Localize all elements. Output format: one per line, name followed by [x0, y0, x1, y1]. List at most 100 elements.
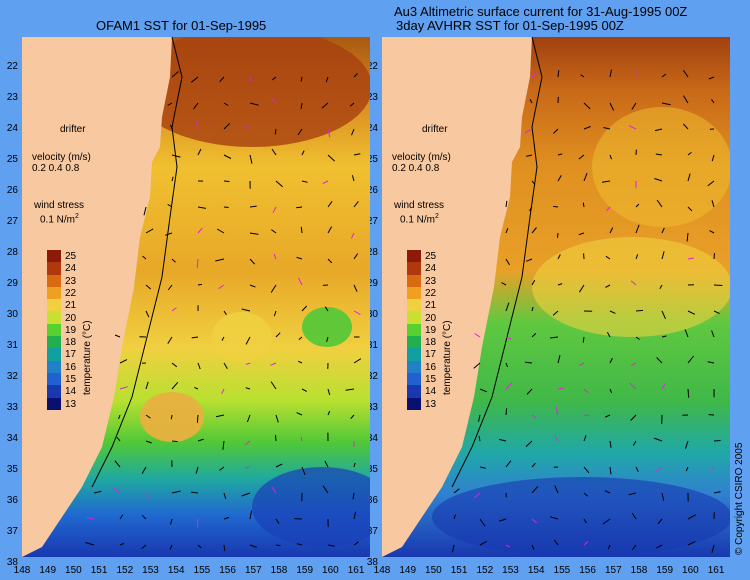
current-vector [219, 466, 225, 471]
current-vector [635, 203, 640, 208]
current-vector [345, 388, 355, 391]
current-vector [245, 336, 251, 345]
current-vector [171, 381, 179, 390]
current-vector [118, 414, 121, 420]
current-vector [223, 544, 226, 552]
current-vector [583, 541, 589, 546]
current-vector [661, 227, 665, 234]
temperature-colorbar-left [47, 250, 61, 410]
current-vector [505, 336, 512, 340]
current-vector [351, 128, 355, 136]
current-vector [171, 71, 179, 78]
colorbar-swatch [47, 250, 61, 263]
current-vector [349, 102, 355, 107]
current-vector [322, 485, 329, 494]
longitude-label: 157 [244, 565, 262, 576]
current-vector [554, 436, 559, 442]
latitude-label: 30 [6, 309, 18, 320]
copyright-notice: © Copyright CSIRO 2005 [734, 442, 745, 555]
longitude-label: 154 [167, 565, 185, 576]
current-vector [241, 308, 251, 312]
current-vector [222, 440, 225, 450]
current-vector [93, 490, 102, 494]
latitude-label: 26 [6, 185, 18, 196]
current-vector [327, 544, 335, 547]
current-vector [505, 362, 508, 368]
current-vector [327, 128, 331, 138]
current-vector [505, 544, 511, 548]
current-vector [635, 68, 637, 78]
current-vector [326, 336, 329, 342]
longitude-label: 152 [476, 565, 494, 576]
colorbar-label: 23 [65, 275, 77, 287]
colorbar-label: 20 [65, 312, 77, 324]
current-vector [353, 201, 359, 208]
current-vector [583, 518, 587, 524]
current-vector [687, 355, 694, 364]
current-vector [324, 306, 329, 312]
current-vector [635, 309, 644, 312]
current-vector [553, 205, 559, 208]
current-vector [223, 362, 228, 370]
current-vector [474, 333, 481, 338]
current-vector [221, 388, 225, 394]
current-vector [223, 492, 227, 500]
current-vector [351, 175, 355, 182]
current-vector [170, 124, 173, 130]
longitude-label: 155 [553, 565, 571, 576]
current-vector [604, 414, 611, 418]
colorbar-swatch [407, 262, 421, 275]
current-vector [196, 414, 199, 423]
current-vector [353, 284, 358, 292]
current-vector [553, 128, 559, 134]
current-vector [682, 70, 689, 78]
latitude-label: 38 [6, 557, 18, 568]
current-vector [709, 230, 715, 234]
colorbar-swatch [407, 385, 421, 398]
current-vector [191, 491, 199, 494]
current-vector [579, 362, 585, 367]
colorbar-swatch [407, 348, 421, 361]
current-vector [352, 492, 355, 500]
current-vector [167, 284, 173, 291]
current-vector [505, 382, 513, 390]
longitude-label: 153 [142, 565, 159, 576]
current-vector [654, 466, 663, 473]
current-vector [223, 206, 229, 208]
current-vector [682, 95, 689, 104]
colorbar-swatch [47, 299, 61, 312]
current-vector [583, 388, 589, 394]
colorbar-label: 22 [425, 287, 437, 299]
latitude-label: 32 [366, 371, 378, 382]
current-vector [171, 490, 181, 494]
current-vector [271, 148, 277, 156]
latitude-label: 23 [6, 92, 18, 103]
current-vector [583, 492, 589, 497]
current-vector [215, 258, 225, 262]
current-vector [275, 180, 283, 188]
current-vector [218, 284, 225, 290]
current-vector [301, 150, 305, 156]
current-vector [531, 544, 535, 550]
current-vector [223, 516, 230, 520]
latitude-label: 29 [6, 278, 18, 289]
current-vector [327, 258, 333, 264]
latitude-label: 27 [6, 216, 18, 227]
longitude-label: 148 [373, 565, 391, 576]
current-vector [197, 148, 202, 156]
current-vector [327, 154, 335, 162]
current-vector [687, 152, 692, 156]
current-vector [531, 462, 536, 468]
colorbar-label: 18 [425, 337, 437, 349]
current-vector [143, 206, 147, 216]
current-vector [145, 228, 154, 234]
longitude-label: 156 [219, 565, 236, 576]
colorbar-swatch [47, 262, 61, 275]
legend-velocity-scale-right: 0.2 0.4 0.8 [392, 163, 440, 174]
current-vector [116, 436, 121, 442]
longitude-label: 152 [116, 565, 134, 576]
current-vector [557, 354, 561, 364]
longitude-label: 160 [322, 565, 339, 576]
current-vector [141, 514, 147, 520]
current-vectors-right [451, 68, 723, 554]
